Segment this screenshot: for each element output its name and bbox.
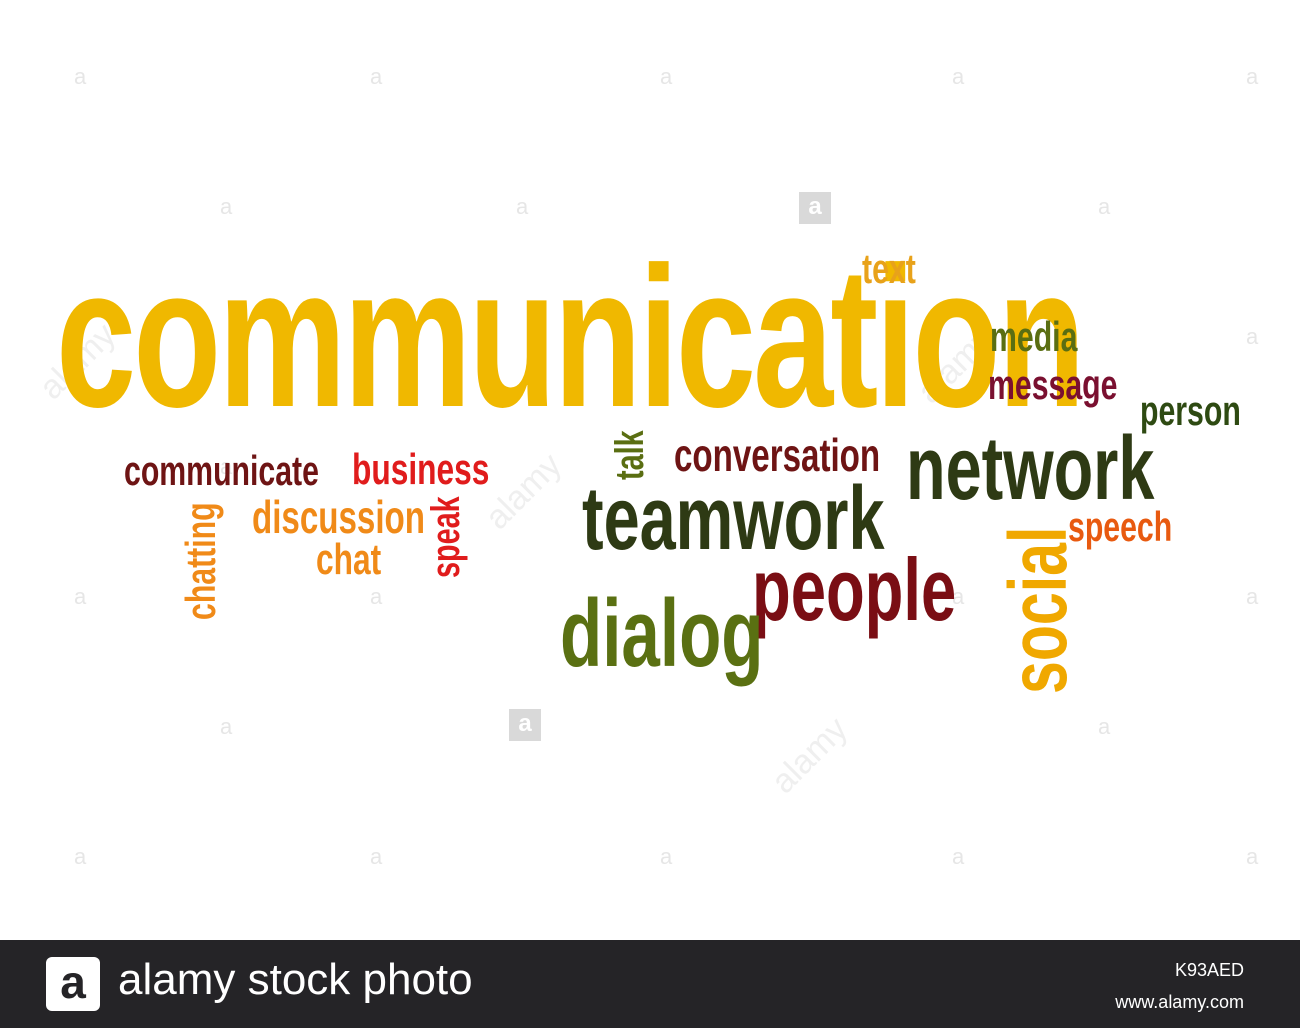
watermark-letter: a [1098, 714, 1111, 739]
watermark-letter: a [1098, 194, 1111, 219]
watermark-letter: a [1246, 64, 1259, 89]
word-text: text [862, 245, 916, 292]
watermark-letter: a [370, 844, 383, 869]
stock-photo-footer: a alamy stock photo K93AED www.alamy.com [0, 940, 1300, 1028]
watermark-diagonal-text: alamy [478, 445, 570, 537]
watermark-letter: a [1246, 844, 1259, 869]
watermark-logo: a [799, 192, 831, 224]
word-communicate: communicate [124, 447, 319, 494]
watermark-letter: a [220, 454, 233, 479]
watermark-letter: a [370, 584, 383, 609]
watermark-letter: a [516, 194, 529, 219]
word-people: people [752, 540, 957, 639]
watermark-letter: a [74, 844, 87, 869]
word-message: message [988, 361, 1118, 408]
footer-url: www.alamy.com [1115, 992, 1244, 1012]
watermark-logo: a [509, 709, 541, 741]
word-chatting: chatting [177, 502, 224, 620]
image-id: K93AED [1174, 960, 1244, 980]
watermark-letter: a [1246, 324, 1259, 349]
footer-brand-text: alamy stock photo [118, 955, 473, 1004]
watermark-letter: a [1246, 584, 1259, 609]
word-speech: speech [1068, 503, 1173, 550]
watermark-letter: a [952, 584, 965, 609]
word-person: person [1140, 387, 1241, 434]
word-network: network [906, 419, 1155, 519]
watermark-letter: a [660, 844, 673, 869]
word-speak: speak [424, 496, 468, 578]
watermark-letter: a [952, 64, 965, 89]
word-business: business [352, 445, 490, 494]
alamy-logo-icon: a [46, 957, 100, 1011]
word-social: social [993, 526, 1084, 694]
watermark-letter: a [660, 64, 673, 89]
word-media: media [990, 313, 1078, 360]
word-conversation: conversation [674, 429, 881, 481]
word-chat: chat [316, 535, 382, 584]
word-communication: communication [56, 226, 1086, 449]
watermark-letter: a [220, 194, 233, 219]
watermark-letter: a [74, 64, 87, 89]
word-discussion: discussion [252, 491, 426, 543]
watermark-diagonal-text: alamy [764, 709, 856, 801]
watermark-letter: a [370, 64, 383, 89]
watermark-letter: a [220, 714, 233, 739]
word-teamwork: teamwork [582, 469, 885, 569]
watermark-letter: a [952, 844, 965, 869]
watermark-letter: a [74, 584, 87, 609]
word-dialog: dialog [560, 580, 764, 687]
